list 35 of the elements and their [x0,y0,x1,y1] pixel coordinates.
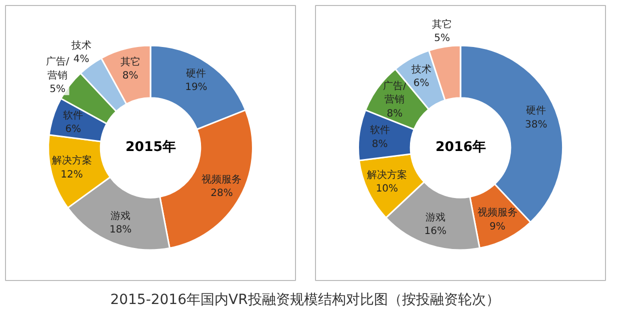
slice-label: 硬件 [526,106,546,117]
slice-label: 广告/ 营销 [46,56,70,82]
data-label: 12% [60,169,83,180]
slice-label: 其它 [432,18,452,30]
slice-label: 技术 [410,63,432,76]
text: 2016年 [435,140,486,156]
slice-label: 视频服务 [202,173,242,186]
data-label: 8% [386,108,403,120]
slice-label: 技术 [70,39,92,52]
data-label: 4% [73,54,90,66]
data-label: 28% [210,188,233,200]
data-label: 38% [524,119,548,130]
data-label: 6% [413,78,430,90]
slice-label: 硬件 [186,68,206,80]
data-label: 10% [376,184,398,195]
data-label: 6% [65,124,82,136]
data-label: 16% [424,226,446,238]
slice-label: 其它 [120,56,140,68]
data-label: 5% [434,33,450,44]
slice-label: 软件 [63,109,84,122]
slice-label: 游戏 [425,211,446,224]
data-label: 8% [372,138,388,150]
data-label: 9% [489,221,506,232]
slice-label: 游戏 [110,210,131,222]
slice-label: 视频服务 [477,206,518,219]
data-label: 19% [185,82,208,94]
slice-label: 解决方案 [52,154,92,167]
data-label: 5% [50,84,66,96]
text: 2015-2016年国内VR投融资规模结构对比图（按投融资轮次） [110,291,500,310]
data-label: 18% [109,224,132,236]
slice-label: 软件 [370,124,390,136]
text: 2015年 [125,140,176,156]
slice-label: 解决方案 [366,168,407,181]
slice-label: 广告/ 营销 [383,80,408,106]
data-label: 8% [122,70,138,82]
